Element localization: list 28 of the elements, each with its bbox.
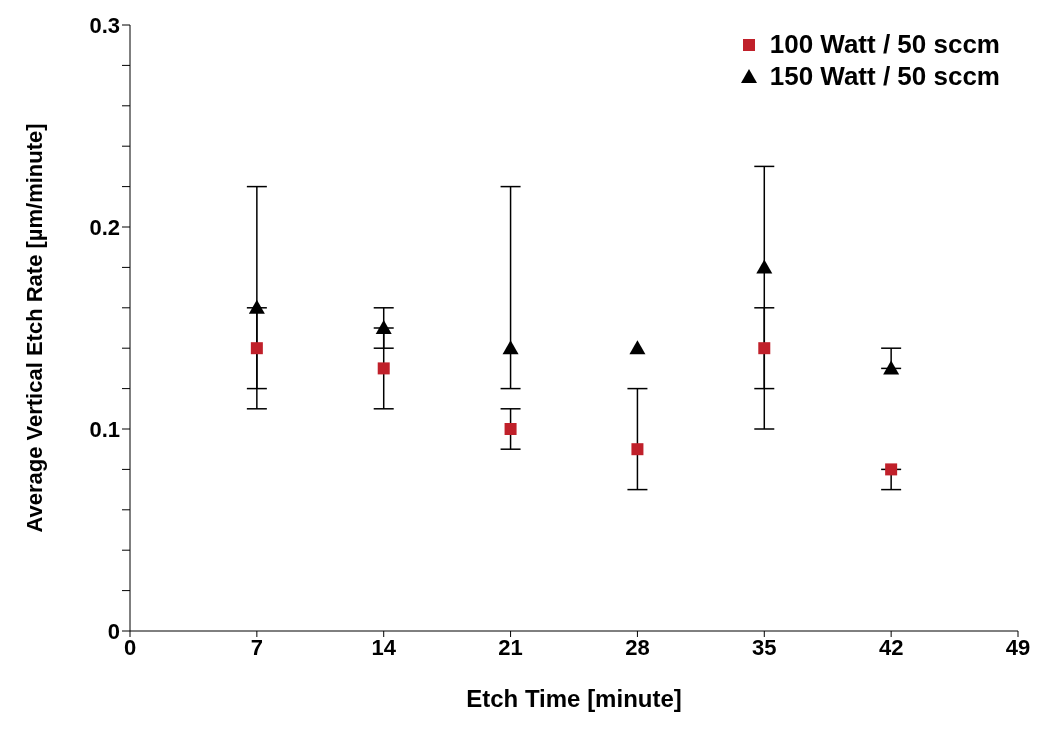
y-tick-label: 0.1 <box>89 416 120 442</box>
point <box>248 299 265 314</box>
y-tick-label: 0.3 <box>89 12 120 38</box>
legend-label: 150 Watt / 50 sccm <box>769 60 1000 92</box>
x-tick-label: 49 <box>1005 634 1031 660</box>
x-tick-label: 35 <box>752 634 777 660</box>
point <box>504 423 517 435</box>
point <box>756 259 773 274</box>
x-tick-label: 28 <box>625 634 650 660</box>
x-tick-label: 21 <box>498 634 523 660</box>
point <box>883 360 900 375</box>
point <box>502 340 519 355</box>
point <box>629 340 646 355</box>
point <box>375 320 392 334</box>
x-axis-title: Etch Time [minute] <box>466 685 682 712</box>
x-tick-label: 0 <box>123 634 137 660</box>
y-tick-label: 0.2 <box>89 214 120 240</box>
point <box>885 463 898 476</box>
y-tick-label: 0 <box>107 618 120 644</box>
point <box>377 362 390 375</box>
point <box>631 443 644 456</box>
point <box>250 342 263 355</box>
y-axis-title: Average Vertical Etch Rate [µm/minute] <box>21 123 47 533</box>
x-tick-label: 14 <box>371 634 397 660</box>
x-tick-label: 42 <box>878 634 904 660</box>
x-tick-label: 7 <box>250 634 263 660</box>
legend-label: 100 Watt / 50 sccm <box>769 28 1000 60</box>
point <box>758 342 771 355</box>
